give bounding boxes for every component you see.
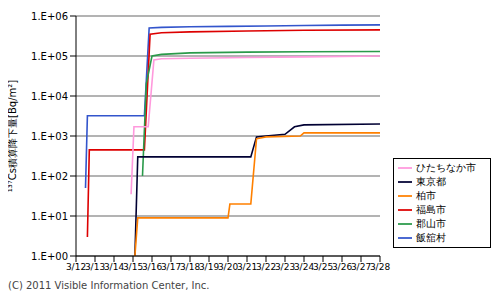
svg-text:3/16: 3/16 bbox=[142, 262, 162, 272]
html-text:飯舘村: 飯舘村 bbox=[416, 232, 446, 243]
svg-text:1.E+05: 1.E+05 bbox=[31, 51, 68, 62]
svg-text:3/19: 3/19 bbox=[199, 262, 219, 272]
svg-text:3/15: 3/15 bbox=[123, 262, 143, 272]
svg-text:1.E+00: 1.E+00 bbox=[31, 251, 68, 262]
svg-text:3/23: 3/23 bbox=[275, 262, 295, 272]
svg-text:3/18: 3/18 bbox=[180, 262, 200, 272]
svg-text:3/24: 3/24 bbox=[294, 262, 314, 272]
svg-text:1.E+01: 1.E+01 bbox=[31, 211, 68, 222]
svg-text:3/22: 3/22 bbox=[256, 262, 276, 272]
svg-text:1.E+06: 1.E+06 bbox=[31, 11, 68, 22]
svg-text:3/21: 3/21 bbox=[237, 262, 257, 272]
svg-text:1.E+04: 1.E+04 bbox=[31, 91, 68, 102]
svg-text:3/25: 3/25 bbox=[313, 262, 333, 272]
html-text:東京都: 東京都 bbox=[416, 176, 446, 187]
svg-text:3/13: 3/13 bbox=[85, 262, 105, 272]
svg-text:¹³⁷Cs積算降下量[Bq/m²]: ¹³⁷Cs積算降下量[Bq/m²] bbox=[8, 80, 18, 192]
svg-text:3/17: 3/17 bbox=[161, 262, 181, 272]
svg-text:3/20: 3/20 bbox=[218, 262, 238, 272]
html-text:柏市: 柏市 bbox=[416, 190, 436, 201]
svg-text:1.E+03: 1.E+03 bbox=[31, 131, 68, 142]
svg-text:3/14: 3/14 bbox=[104, 262, 124, 272]
svg-text:3/27: 3/27 bbox=[351, 262, 371, 272]
html-text:郡山市: 郡山市 bbox=[416, 218, 446, 229]
html-text:福島市: 福島市 bbox=[416, 204, 446, 215]
html-text:ひたちなか市: ひたちなか市 bbox=[416, 162, 476, 173]
svg-text:3/26: 3/26 bbox=[332, 262, 352, 272]
svg-text:1.E+02: 1.E+02 bbox=[31, 171, 68, 182]
html-text:(C) 2011 Visible Information C: (C) 2011 Visible Information Center, Inc… bbox=[8, 280, 210, 291]
svg-text:3/28: 3/28 bbox=[370, 262, 390, 272]
svg-text:3/12: 3/12 bbox=[66, 262, 86, 272]
